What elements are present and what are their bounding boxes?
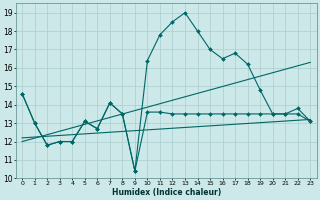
X-axis label: Humidex (Indice chaleur): Humidex (Indice chaleur) — [112, 188, 221, 197]
